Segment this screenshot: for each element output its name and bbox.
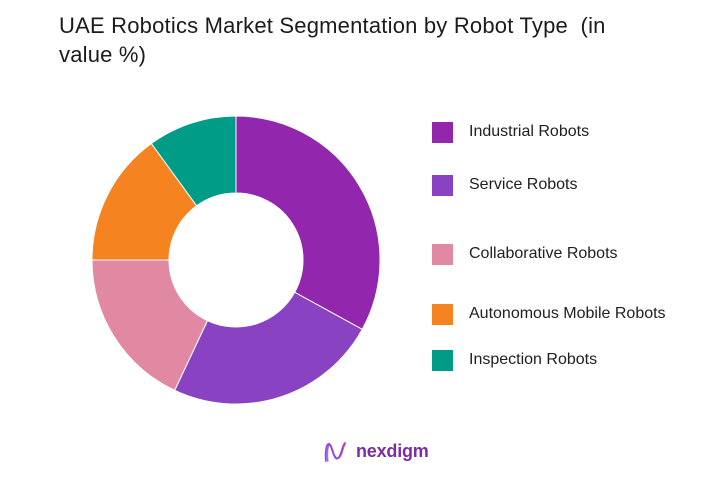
legend-label: Inspection Robots xyxy=(469,351,598,368)
donut-chart-svg xyxy=(91,115,381,405)
legend-swatch-service-robots xyxy=(432,174,453,196)
legend-label: Industrial Robots xyxy=(469,123,590,140)
legend-item-autonomous-mobile-robots: Autonomous Mobile Robots xyxy=(432,303,694,325)
legend-item-collaborative-robots: Collaborative Robots xyxy=(432,243,694,265)
legend-swatch-autonomous-mobile-robots xyxy=(432,303,453,325)
legend-item-service-robots: Service Robots xyxy=(432,174,694,196)
donut-segment-service-robots xyxy=(174,291,363,405)
chart-legend: Industrial Robots Service Robots Collabora… xyxy=(432,121,694,371)
donut-segment-inspection-robots xyxy=(150,115,237,207)
legend-swatch-collaborative-robots xyxy=(432,243,453,265)
nexdigm-logo-icon xyxy=(324,441,346,462)
footer-brand: nexdigm xyxy=(320,433,429,469)
legend-label: Service Robots xyxy=(469,176,578,193)
chart-title: UAE Robotics Market Segmentation by Robo… xyxy=(59,13,612,67)
legend-swatch-inspection-robots xyxy=(432,349,453,371)
donut-segment-collaborative-robots xyxy=(91,259,209,391)
donut-chart xyxy=(86,110,386,410)
legend-item-industrial-robots: Industrial Robots xyxy=(432,121,694,143)
legend-label: Collaborative Robots xyxy=(469,245,618,262)
legend-label: Autonomous Mobile Robots xyxy=(469,305,666,322)
legend-swatch-industrial-robots xyxy=(432,121,453,143)
legend-item-inspection-robots: Inspection Robots xyxy=(432,349,694,371)
brand-name: nexdigm xyxy=(356,440,429,461)
donut-segment-industrial-robots xyxy=(235,115,381,331)
